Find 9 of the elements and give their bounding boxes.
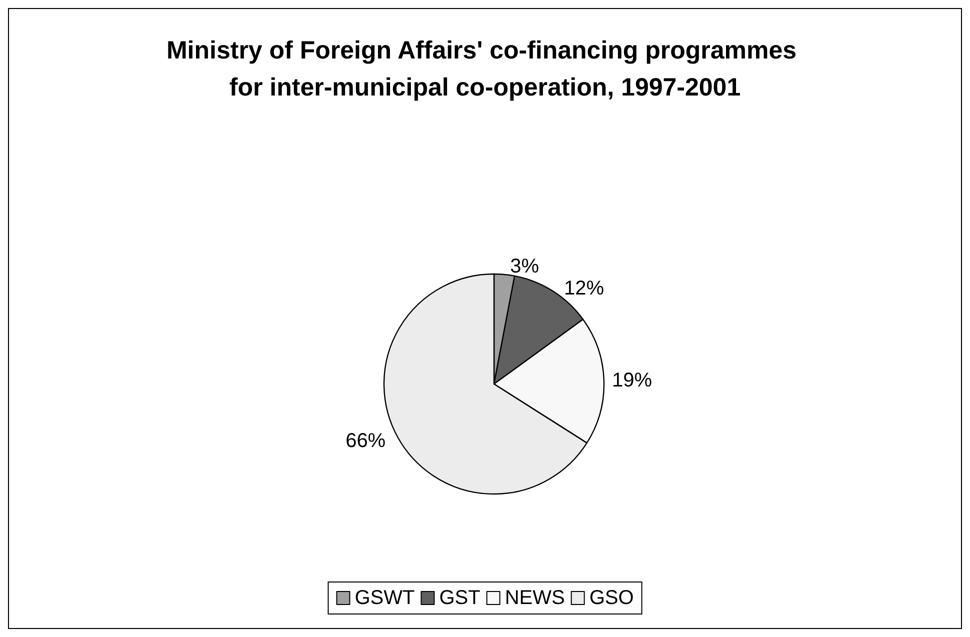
- data-label: 66%: [346, 430, 386, 452]
- legend-label: GST: [439, 587, 480, 609]
- legend-label: GSO: [589, 587, 634, 609]
- data-label: 3%: [510, 256, 540, 278]
- legend-label: NEWS: [504, 587, 565, 609]
- legend-label: GSWT: [354, 587, 415, 609]
- chart-title: Ministry of Foreign Affairs' co-financing programmes for inter-municipal co-operation, 1997-2001: [166, 36, 804, 102]
- data-label: 12%: [564, 278, 604, 300]
- data-label: 19%: [612, 369, 652, 392]
